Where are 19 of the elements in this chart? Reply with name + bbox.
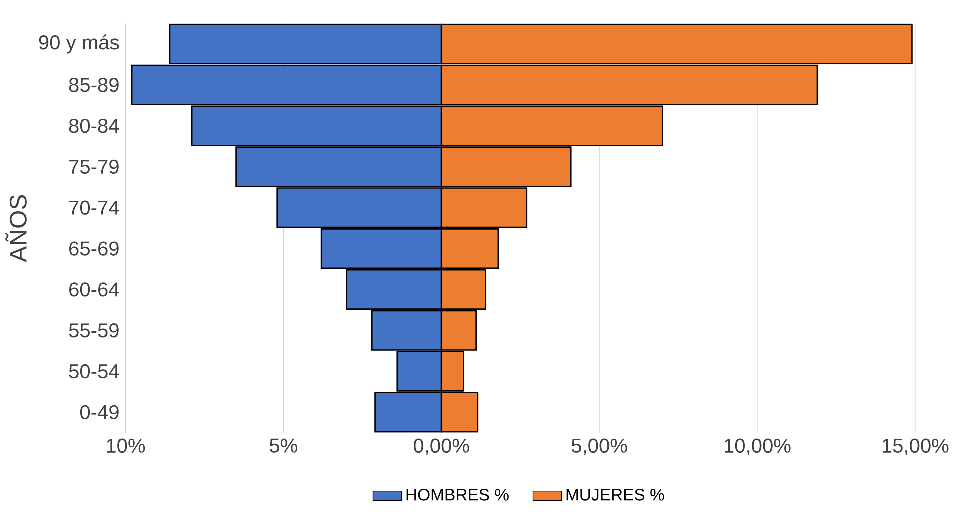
- legend-label: HOMBRES %: [406, 488, 509, 501]
- x-tick-label: 15,00%: [882, 438, 949, 456]
- y-tick-label: 60-64: [70, 282, 120, 297]
- y-tick-label: 70-74: [70, 200, 120, 215]
- y-tick-label: 85-89: [69, 78, 119, 92]
- x-tick-label: 5%: [270, 438, 298, 453]
- y-tick-label: 0-49: [80, 405, 119, 420]
- y-tick-label: 65-69: [70, 242, 119, 256]
- legend-label: MUJERES %: [566, 488, 664, 501]
- y-tick-label: 90 y más: [39, 34, 120, 54]
- y-axis-title: AÑOS: [6, 195, 27, 262]
- x-tick-label: 5,00%: [572, 438, 628, 456]
- y-tick-label: 55-59: [69, 323, 119, 338]
- x-tick-label: 10%: [107, 438, 146, 453]
- y-tick-label: 50-54: [69, 364, 120, 378]
- y-tick-label: 80-84: [69, 118, 120, 134]
- y-tick-label: 75-79: [70, 160, 119, 174]
- x-tick-label: 0,00%: [414, 438, 470, 456]
- x-tick-label: 10,00%: [724, 438, 791, 456]
